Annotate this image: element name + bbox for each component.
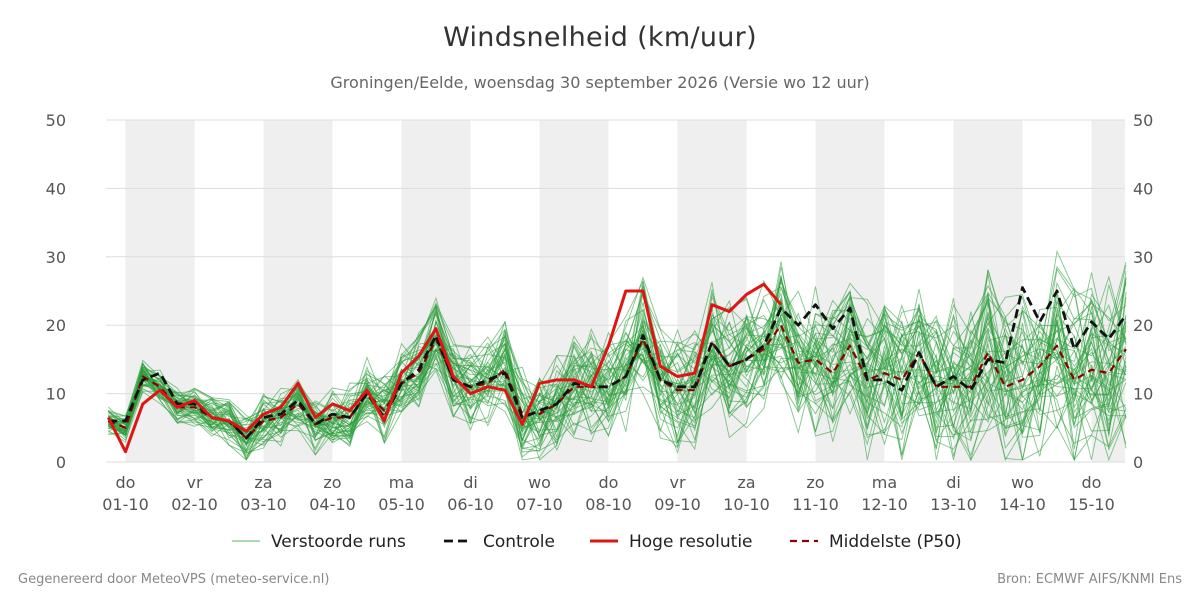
y-tick-label-right: 30 bbox=[1133, 248, 1153, 267]
x-tick-date: 11-10 bbox=[792, 495, 839, 514]
x-tick-date: 15-10 bbox=[1068, 495, 1115, 514]
ensemble-run-line bbox=[108, 303, 1127, 450]
chart-subtitle: Groningen/Eelde, woensdag 30 september 2… bbox=[330, 73, 870, 92]
x-tick-day: zo bbox=[806, 473, 824, 492]
y-tick-label-right: 10 bbox=[1133, 385, 1153, 404]
y-tick-label-left: 20 bbox=[46, 316, 66, 335]
x-tick-day: za bbox=[254, 473, 272, 492]
y-tick-label-right: 20 bbox=[1133, 316, 1153, 335]
x-tick-day: vr bbox=[669, 473, 685, 492]
x-tick-date: 06-10 bbox=[447, 495, 494, 514]
main-series bbox=[106, 282, 1128, 454]
legend-label-ensemble: Verstoorde runs bbox=[271, 532, 406, 552]
y-tick-label-left: 30 bbox=[46, 248, 66, 267]
control-line bbox=[108, 286, 1128, 440]
ensemble-run-line bbox=[108, 268, 1127, 446]
x-tick-day: za bbox=[737, 473, 755, 492]
chart-title: Windsnelheid (km/uur) bbox=[443, 22, 757, 53]
x-tick-date: 03-10 bbox=[240, 495, 287, 514]
x-tick-date: 04-10 bbox=[309, 495, 356, 514]
y-tick-label-left: 10 bbox=[46, 385, 66, 404]
y-tick-label-left: 50 bbox=[46, 111, 66, 130]
x-tick-day: ma bbox=[389, 473, 414, 492]
x-tick-date: 08-10 bbox=[585, 495, 632, 514]
x-tick-day: wo bbox=[1011, 473, 1034, 492]
legend-label-high-res: Hoge resolutie bbox=[629, 532, 753, 552]
legend-label-median: Middelste (P50) bbox=[829, 532, 962, 552]
high-res-line bbox=[106, 282, 783, 454]
x-tick-day: do bbox=[1082, 473, 1102, 492]
y-tick-label-right: 40 bbox=[1133, 179, 1153, 198]
x-tick-day: vr bbox=[186, 473, 202, 492]
ensemble-run-line bbox=[108, 289, 1127, 441]
x-tick-day: do bbox=[116, 473, 136, 492]
x-tick-day: di bbox=[946, 473, 961, 492]
day-shade bbox=[401, 120, 471, 462]
ensemble-run-line bbox=[107, 266, 1127, 438]
ensemble-run-line bbox=[108, 324, 1127, 457]
ensemble-run-line bbox=[108, 265, 1127, 426]
ensemble-run-line bbox=[108, 313, 1127, 457]
y-tick-label-right: 0 bbox=[1133, 453, 1143, 472]
x-tick-date: 01-10 bbox=[102, 495, 149, 514]
footer-source: Bron: ECMWF AIFS/KNMI Ens bbox=[997, 572, 1182, 587]
x-tick-date: 10-10 bbox=[723, 495, 770, 514]
x-tick-date: 13-10 bbox=[930, 495, 977, 514]
x-tick-date: 14-10 bbox=[999, 495, 1046, 514]
ensemble-run-line bbox=[108, 278, 1127, 440]
legend: Verstoorde runs Controle Hoge resolutie Mid… bbox=[232, 532, 962, 552]
x-tick-day: wo bbox=[528, 473, 551, 492]
axes: 0 0 10 10 20 20 30 30 40 40 50 50 do 01-10 vr 02-10 za 03… bbox=[46, 111, 1154, 514]
y-tick-label-left: 40 bbox=[46, 179, 66, 198]
x-tick-date: 07-10 bbox=[516, 495, 563, 514]
y-tick-label-right: 50 bbox=[1133, 111, 1153, 130]
x-tick-day: do bbox=[599, 473, 619, 492]
x-tick-day: ma bbox=[872, 473, 897, 492]
x-tick-day: di bbox=[463, 473, 478, 492]
x-tick-date: 12-10 bbox=[861, 495, 908, 514]
y-tick-label-left: 0 bbox=[56, 453, 66, 472]
x-tick-date: 09-10 bbox=[654, 495, 701, 514]
legend-label-control: Controle bbox=[483, 532, 555, 552]
x-tick-date: 05-10 bbox=[378, 495, 425, 514]
x-tick-date: 02-10 bbox=[171, 495, 218, 514]
x-tick-day: zo bbox=[323, 473, 341, 492]
footer-generator: Gegenereerd door MeteoVPS (meteo-service… bbox=[18, 572, 330, 587]
